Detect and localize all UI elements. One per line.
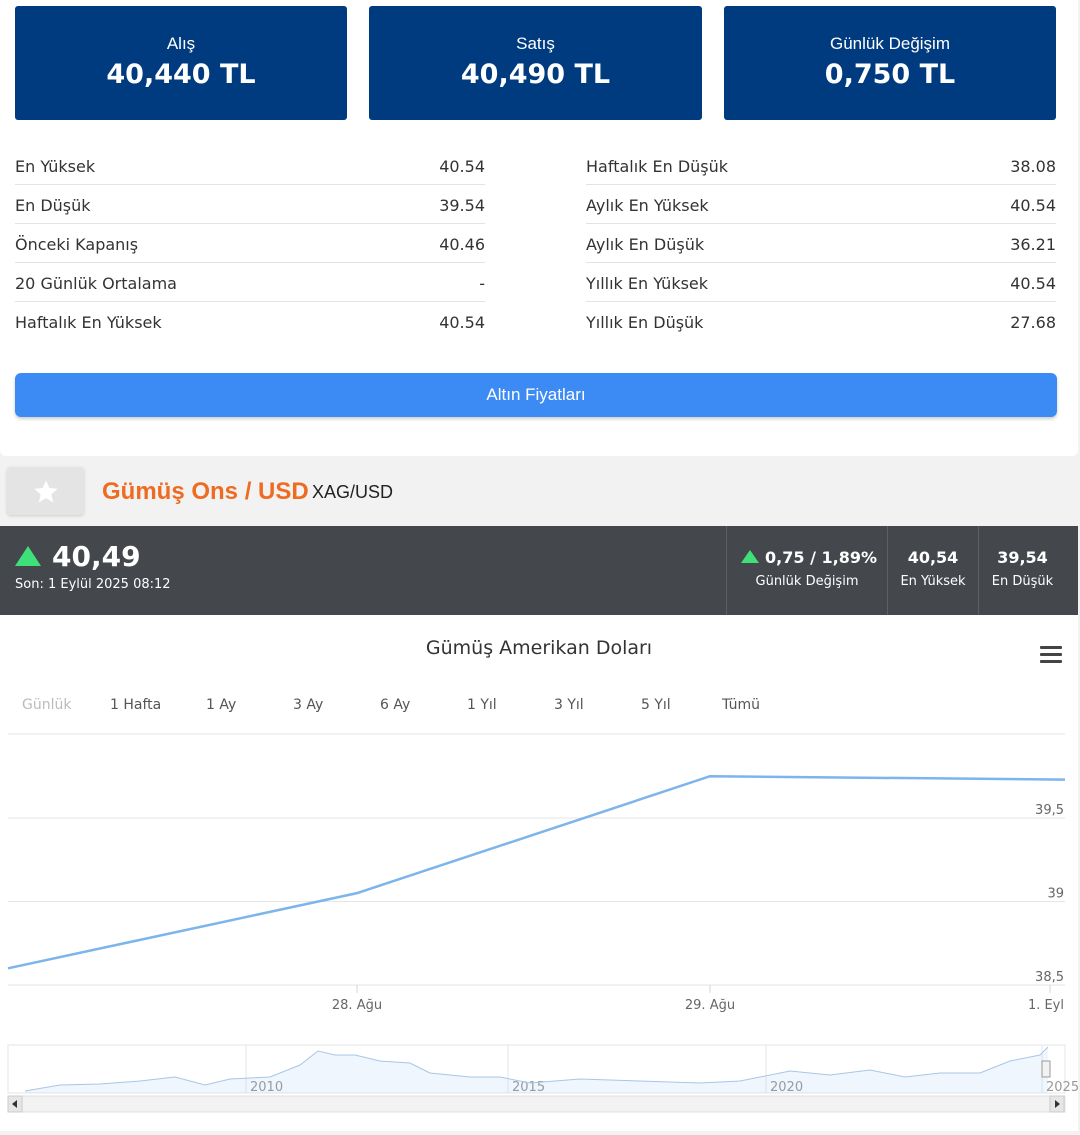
stat-row: Yıllık En Düşük 27.68	[586, 302, 1056, 341]
x-tick-label: 29. Ağu	[685, 998, 735, 1013]
stat-value: 39.54	[439, 196, 485, 215]
scroll-left-icon	[12, 1100, 17, 1108]
navigator-label: 2025	[1046, 1080, 1078, 1095]
navigator-label: 2010	[250, 1080, 283, 1095]
range-3-months[interactable]: 3 Ay	[293, 697, 324, 713]
navigator-area	[25, 1047, 1048, 1093]
asset-title: Gümüş Ons / USD	[102, 478, 309, 505]
stat-value: 36.21	[1010, 235, 1056, 254]
stat-row: En Yüksek 40.54	[15, 146, 485, 185]
up-arrow-icon	[15, 546, 41, 566]
stat-label: En Düşük	[15, 196, 91, 215]
range-5-years[interactable]: 5 Yıl	[641, 697, 671, 713]
range-daily[interactable]: Günlük	[22, 697, 72, 713]
chart-panel: Gümüş Amerikan Doları Günlük 1 Hafta 1 A…	[0, 615, 1078, 1131]
stat-label: Önceki Kapanış	[15, 235, 139, 254]
y-tick-label: 39,5	[1035, 803, 1064, 818]
navigator-handle	[1041, 1060, 1051, 1078]
navigator-label: 2020	[770, 1080, 803, 1095]
x-tick-label: 1. Eyl	[1028, 998, 1064, 1013]
gold-prices-button[interactable]: Altın Fiyatları	[15, 373, 1057, 417]
daily-change-value: 0,750 TL	[824, 59, 956, 90]
navigator-line	[24, 1046, 1049, 1092]
daily-change-box: Günlük Değişim 0,750 TL	[724, 6, 1056, 120]
scrollbar-track	[7, 1095, 1066, 1113]
high-cell: 40,54 En Yüksek	[887, 526, 978, 615]
stat-value: 27.68	[1010, 313, 1056, 332]
stat-row: Haftalık En Düşük 38.08	[586, 146, 1056, 185]
range-all[interactable]: Tümü	[722, 697, 761, 713]
navigator-frame	[7, 1044, 1066, 1094]
range-3-years[interactable]: 3 Yıl	[554, 697, 584, 713]
low-cell: 39,54 En Düşük	[978, 526, 1066, 615]
menu-icon-bar	[1040, 646, 1062, 649]
stat-value: 40.54	[1010, 196, 1056, 215]
stat-label: 20 Günlük Ortalama	[15, 274, 177, 293]
up-arrow-icon	[741, 550, 759, 563]
stat-row: Aylık En Yüksek 40.54	[586, 185, 1056, 224]
stat-value: 40.46	[439, 235, 485, 254]
asset-code: XAG/USD	[312, 482, 394, 502]
star-icon	[34, 480, 58, 503]
high-label: En Yüksek	[900, 574, 966, 589]
stat-label: Aylık En Düşük	[586, 235, 705, 254]
stat-label: Yıllık En Düşük	[586, 313, 704, 332]
x-tick-label: 28. Ağu	[332, 998, 382, 1013]
stat-value: 40.54	[439, 313, 485, 332]
low-value: 39,54	[997, 548, 1048, 567]
stat-label: Yıllık En Yüksek	[586, 274, 709, 293]
stat-label: Haftalık En Yüksek	[15, 313, 162, 332]
menu-icon-bar	[1040, 660, 1062, 663]
y-tick-label: 38,5	[1035, 970, 1064, 985]
price-summary-card: Alış 40,440 TL Satış 40,490 TL Günlük De…	[0, 0, 1078, 456]
scroll-right-icon	[1055, 1100, 1060, 1108]
buy-value: 40,440 TL	[106, 59, 256, 90]
favorite-button[interactable]	[7, 467, 84, 515]
last-price: 40,49	[52, 540, 141, 573]
last-update-time: Son: 1 Eylül 2025 08:12	[15, 577, 171, 592]
stat-row: 20 Günlük Ortalama -	[15, 263, 485, 302]
stat-row: Haftalık En Yüksek 40.54	[15, 302, 485, 341]
stat-label: Aylık En Yüksek	[586, 196, 709, 215]
chart-menu-button[interactable]	[1040, 646, 1062, 664]
range-1-month[interactable]: 1 Ay	[206, 697, 237, 713]
daily-change-cell: 0,75 / 1,89% Günlük Değişim	[726, 526, 887, 615]
stat-value: 40.54	[1010, 274, 1056, 293]
stat-label: Haftalık En Düşük	[586, 157, 729, 176]
price-chart: 39,5 39 38,5 28. Ağu 29. Ağu 1. Eyl 2010 2015 20…	[7, 733, 1078, 1113]
sell-price-box: Satış 40,490 TL	[369, 6, 702, 120]
range-6-months[interactable]: 6 Ay	[380, 697, 411, 713]
navigator-label: 2015	[512, 1080, 545, 1095]
stat-value: -	[479, 274, 485, 293]
stat-row: Yıllık En Yüksek 40.54	[586, 263, 1056, 302]
range-1-week[interactable]: 1 Hafta	[110, 697, 162, 713]
sell-label: Satış	[516, 34, 555, 53]
ticker-bar: 40,49 Son: 1 Eylül 2025 08:12 0,75 / 1,8…	[0, 526, 1078, 615]
stat-value: 38.08	[1010, 157, 1056, 176]
low-label: En Düşük	[991, 574, 1054, 589]
stat-label: En Yüksek	[15, 157, 96, 176]
buy-price-box: Alış 40,440 TL	[15, 6, 347, 120]
high-value: 40,54	[907, 548, 959, 567]
menu-icon-bar	[1040, 653, 1062, 656]
daily-change-label: Günlük Değişim	[755, 574, 859, 589]
stat-value: 40.54	[439, 157, 485, 176]
daily-change-label: Günlük Değişim	[830, 34, 950, 53]
stat-row: Aylık En Düşük 36.21	[586, 224, 1056, 263]
chart-title: Gümüş Amerikan Doları	[425, 637, 653, 659]
daily-change-value: 0,75 / 1,89%	[765, 548, 877, 567]
range-1-year[interactable]: 1 Yıl	[467, 697, 497, 713]
series-line	[7, 774, 1066, 970]
y-tick-label: 39	[1047, 887, 1064, 902]
buy-label: Alış	[166, 34, 196, 53]
stat-row: En Düşük 39.54	[15, 185, 485, 224]
stat-row: Önceki Kapanış 40.46	[15, 224, 485, 263]
sell-value: 40,490 TL	[460, 59, 611, 90]
